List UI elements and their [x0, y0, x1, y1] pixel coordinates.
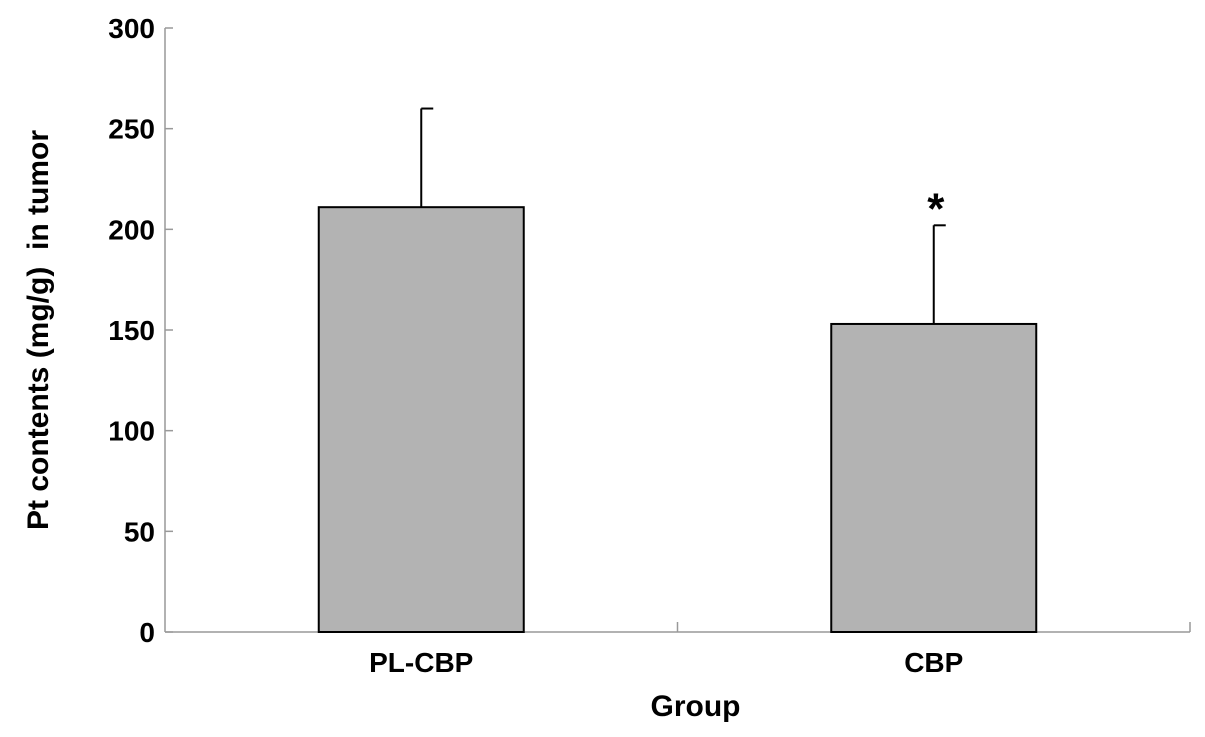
- significance-marker: *: [927, 184, 945, 233]
- labels: 0 50 100 150 200 250 300 PL-CBP CBP * Group Pt cont…: [22, 13, 963, 723]
- y-tick-label: 200: [108, 214, 155, 245]
- bars: [317, 107, 1038, 633]
- y-tick-label: 300: [108, 13, 155, 44]
- y-tick-label: 150: [108, 315, 155, 346]
- x-tick-label: PL-CBP: [369, 647, 473, 678]
- y-tick-label: 50: [124, 516, 155, 547]
- y-tick-label: 250: [108, 114, 155, 145]
- y-tick-label: 100: [108, 416, 155, 447]
- y-axis-title: Pt contents (mg/g) in tumor: [22, 130, 55, 530]
- x-tick-label: CBP: [904, 647, 963, 678]
- x-axis-title: Group: [651, 690, 741, 723]
- bar: [317, 206, 525, 633]
- bar: [830, 322, 1038, 633]
- y-tick-label: 0: [139, 617, 155, 648]
